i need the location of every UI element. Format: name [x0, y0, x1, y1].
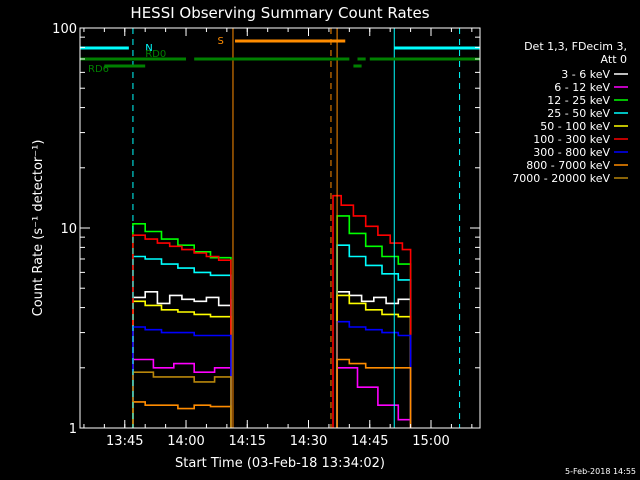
series-800-7000-kev-segment-1 [336, 358, 412, 428]
x-tick-label-14-00: 14:00 [167, 434, 204, 449]
series-6-12-kev-segment-1 [336, 367, 412, 428]
flag-label-n: N [145, 43, 152, 54]
y-axis-label: Count Rate (s⁻¹ detector⁻¹) [31, 140, 46, 317]
flag-label-rd6: RD6 [88, 64, 109, 75]
flag-layer: N S RD0 RD6 [80, 36, 480, 75]
legend-label-800-7000-kev: 800 - 7000 keV [526, 159, 610, 172]
axis-layer: 13:45 14:00 14:15 14:30 14:45 15:00 1 10 100 [52, 22, 480, 449]
y-tick-label-10: 10 [60, 222, 77, 237]
y-tick-label-100: 100 [52, 22, 77, 37]
legend-label-12-25-kev: 12 - 25 keV [547, 94, 610, 107]
legend-label-3-6-kev: 3 - 6 keV [561, 68, 610, 81]
series-3-6-kev-segment-0 [132, 291, 232, 428]
x-tick-label-14-30: 14:30 [290, 434, 327, 449]
legend-label-50-100-kev: 50 - 100 keV [540, 120, 610, 133]
data-layer [132, 194, 412, 428]
marker-layer [132, 28, 461, 428]
legend-label-25-50-kev: 25 - 50 keV [547, 107, 610, 120]
series-300-800-kev-segment-0 [132, 326, 232, 428]
chart-title: HESSI Observing Summary Count Rates [130, 4, 429, 22]
series-3-6-kev-segment-1 [336, 291, 412, 428]
legend-label-300-800-kev: 300 - 800 keV [533, 146, 610, 159]
flag-label-s: S [217, 36, 223, 47]
x-tick-label-14-15: 14:15 [229, 434, 266, 449]
series-100-300-kev-segment-0 [132, 234, 232, 428]
legend-label-100-300-kev: 100 - 300 keV [533, 133, 610, 146]
series-50-100-kev-segment-0 [132, 300, 232, 428]
series-7000-20000-kev-segment-0 [132, 371, 232, 428]
date-stamp: 5-Feb-2018 14:55 [565, 467, 636, 476]
series-12-25-kev-segment-0 [132, 223, 232, 428]
series-300-800-kev-segment-1 [336, 320, 412, 428]
x-axis-label: Start Time (03-Feb-18 13:34:02) [175, 456, 385, 471]
flag-label-rd0: RD0 [145, 49, 166, 60]
legend-header-line-1: Det 1,3, FDecim 3, [524, 40, 627, 53]
legend-label-7000-20000-kev: 7000 - 20000 keV [512, 172, 610, 185]
x-tick-label-15-00: 15:00 [412, 434, 449, 449]
x-tick-label-13-45: 13:45 [106, 434, 143, 449]
series-800-7000-kev-segment-0 [132, 401, 232, 428]
series-25-50-kev-segment-0 [132, 255, 232, 428]
series-100-300-kev-segment-1 [332, 194, 412, 428]
legend-header-line-2: Att 0 [601, 53, 627, 66]
legend-label-6-12-kev: 6 - 12 keV [554, 81, 610, 94]
y-tick-label-1: 1 [69, 422, 77, 437]
x-tick-label-14-45: 14:45 [351, 434, 388, 449]
